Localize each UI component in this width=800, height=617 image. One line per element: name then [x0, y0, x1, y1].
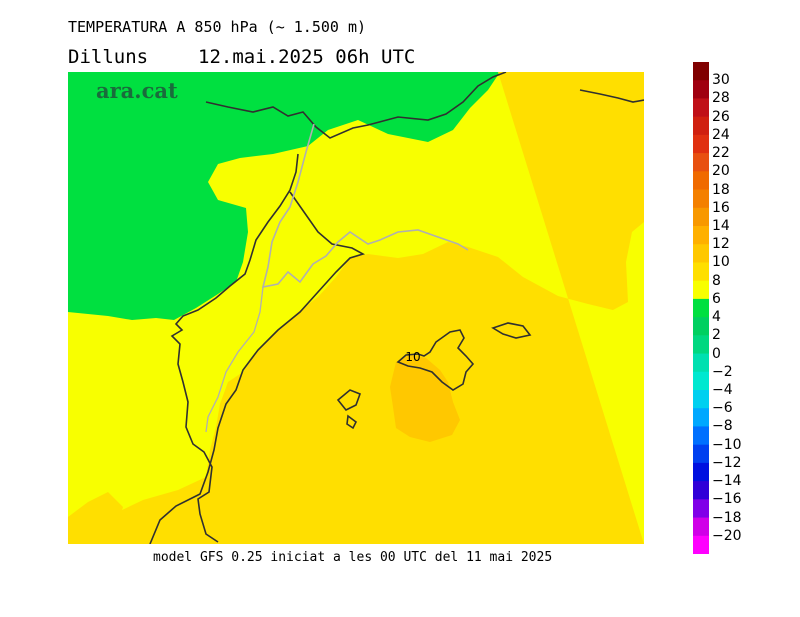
- color-scale-label: −16: [712, 491, 742, 508]
- color-scale-band: [693, 499, 709, 519]
- color-scale-label: −12: [712, 454, 742, 471]
- ara-cat-logo: ara.cat: [96, 78, 178, 103]
- color-scale-band: [693, 189, 709, 209]
- color-scale-label: 28: [712, 90, 730, 107]
- color-scale-band: [693, 171, 709, 191]
- color-scale-band: [693, 134, 709, 154]
- forecast-datetime: 12.mai.2025 06h UTC: [198, 46, 416, 68]
- zone-t4-6: [68, 72, 500, 320]
- coastline-france: [579, 89, 644, 103]
- color-scale-label: −20: [712, 527, 742, 544]
- color-scale-label: 10: [712, 254, 730, 271]
- aragon-border: [205, 286, 264, 433]
- island-eivissa: [336, 389, 362, 412]
- color-scale-band: [693, 444, 709, 464]
- color-scale-band: [693, 371, 709, 391]
- color-scale-band: [693, 390, 709, 409]
- color-scale-label: 20: [712, 163, 730, 180]
- color-scale-band: [693, 80, 709, 99]
- pyrenees-border: [261, 123, 469, 289]
- color-scale-band: [693, 535, 709, 554]
- color-scale-label: −4: [712, 382, 733, 398]
- map-subtitle: Dilluns 12.mai.2025 06h UTC: [68, 46, 415, 68]
- coastline: [149, 72, 507, 544]
- temperature-map: 10 ara.cat: [68, 72, 644, 544]
- color-scale-band: [693, 317, 709, 336]
- zone-t10-12: [390, 354, 460, 442]
- color-scale-label: 8: [712, 272, 721, 289]
- color-scale-label: −8: [712, 418, 733, 435]
- temperature-color-scale: [693, 62, 709, 554]
- island-menorca: [491, 322, 532, 339]
- color-scale-band: [693, 408, 709, 427]
- color-scale-band: [693, 462, 709, 482]
- color-scale-band: [693, 426, 709, 446]
- color-scale-label: 22: [712, 145, 730, 162]
- color-scale-band: [693, 335, 709, 355]
- color-scale-label: 24: [712, 126, 730, 143]
- color-scale-label: 6: [712, 290, 721, 307]
- zone-t8-10-west: [68, 492, 123, 544]
- color-scale-label: 4: [712, 309, 721, 326]
- color-scale-label: −2: [712, 363, 733, 380]
- island-formentera: [346, 414, 358, 430]
- color-scale-band: [693, 226, 709, 245]
- forecast-day: Dilluns: [68, 46, 149, 68]
- color-scale-label: 18: [712, 181, 730, 198]
- color-scale-label: −14: [712, 473, 742, 490]
- color-scale-label: −10: [712, 436, 742, 453]
- color-scale-band: [693, 62, 709, 81]
- contour-label: 10: [405, 350, 420, 364]
- color-scale-band: [693, 153, 709, 172]
- color-scale-band: [693, 353, 709, 373]
- color-scale-band: [693, 207, 709, 227]
- color-scale-label: 26: [712, 108, 730, 125]
- color-scale-band: [693, 116, 709, 136]
- color-scale-label: 0: [712, 345, 721, 362]
- color-scale-label: 14: [712, 218, 730, 234]
- color-scale-band: [693, 262, 709, 282]
- zone-t8-10-east: [96, 72, 644, 544]
- color-scale-label: −6: [712, 400, 733, 417]
- color-scale-band: [693, 98, 709, 118]
- color-scale-band: [693, 517, 709, 537]
- color-scale-label: 2: [712, 327, 721, 344]
- color-scale-band: [693, 244, 709, 263]
- color-scale-label: −18: [712, 509, 742, 526]
- island-mallorca: [396, 329, 475, 391]
- color-scale-label: 30: [712, 72, 730, 89]
- color-scale-band: [693, 481, 709, 500]
- model-info: model GFS 0.25 iniciat a les 00 UTC del …: [153, 550, 553, 565]
- color-scale-label: 12: [712, 236, 730, 253]
- color-scale-band: [693, 298, 709, 318]
- color-scale-label: 16: [712, 199, 730, 216]
- color-scale-band: [693, 280, 709, 300]
- map-title: TEMPERATURA A 850 hPa (~ 1.500 m): [68, 18, 367, 36]
